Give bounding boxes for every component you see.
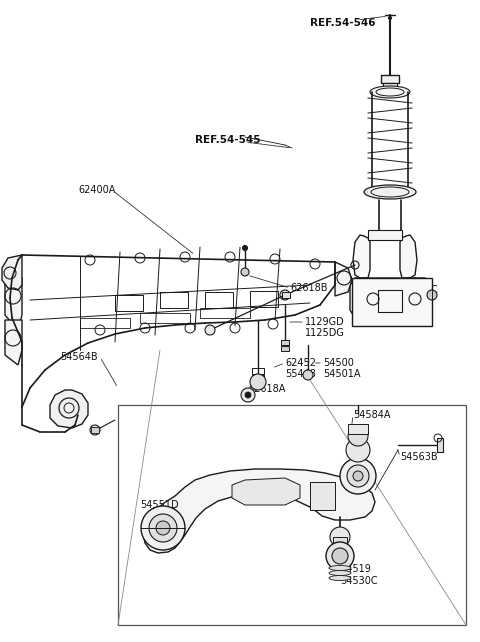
Polygon shape [5,278,22,330]
Bar [200,308,250,318]
Bar [333,537,347,543]
Circle shape [245,392,251,398]
Polygon shape [350,278,430,322]
Circle shape [346,438,370,462]
Ellipse shape [370,86,410,98]
Text: 54500: 54500 [323,358,354,368]
Circle shape [330,527,350,547]
Ellipse shape [364,185,416,199]
Circle shape [326,542,354,570]
Bar [252,375,264,381]
Polygon shape [143,469,375,553]
Bar [352,278,432,326]
Polygon shape [400,235,417,278]
Text: 62618A: 62618A [248,384,286,394]
Bar [437,438,443,452]
Text: REF.54-545: REF.54-545 [195,135,261,145]
Bar [282,292,290,298]
Bar [348,424,368,434]
Bar [310,482,335,510]
Circle shape [348,426,368,446]
Bar [115,295,143,311]
Circle shape [347,465,369,487]
Circle shape [427,290,437,300]
Polygon shape [335,262,352,296]
Bar [378,290,402,312]
Bar [91,427,99,433]
Text: 54559C: 54559C [400,285,438,295]
Circle shape [340,458,376,494]
Ellipse shape [329,571,351,575]
Bar [368,230,402,240]
Bar [250,291,278,307]
Circle shape [90,425,100,435]
Bar [281,346,289,351]
Circle shape [149,514,177,542]
Circle shape [250,374,266,390]
Polygon shape [2,255,22,290]
Circle shape [388,17,392,19]
Circle shape [242,245,248,250]
Polygon shape [353,235,370,278]
Bar [140,313,190,323]
Bar [80,318,130,328]
Bar [252,368,264,374]
Ellipse shape [329,566,351,571]
Text: 55448: 55448 [285,369,316,379]
Ellipse shape [329,575,351,580]
Circle shape [280,290,290,300]
Circle shape [353,471,363,481]
Text: 54519: 54519 [340,564,371,574]
Circle shape [303,370,313,380]
Text: REF.54-546: REF.54-546 [310,18,375,28]
Circle shape [156,521,170,535]
Circle shape [205,325,215,335]
Circle shape [141,506,185,550]
Text: 54584A: 54584A [353,410,391,420]
Text: 1125DG: 1125DG [305,328,345,338]
Bar [205,292,233,308]
Polygon shape [5,320,22,365]
Text: 54501A: 54501A [323,369,360,379]
Bar [160,292,188,308]
Bar [281,340,289,345]
Text: 54551D: 54551D [140,500,179,510]
Circle shape [332,548,348,564]
Bar [383,83,397,88]
Polygon shape [50,390,88,428]
Text: 62452: 62452 [285,358,316,368]
Text: 54563B: 54563B [400,452,438,462]
Text: 54530C: 54530C [340,576,378,586]
Text: 1129GD: 1129GD [305,317,345,327]
Text: 54564B: 54564B [60,352,97,362]
Polygon shape [232,478,300,505]
Circle shape [241,268,249,276]
Bar [381,75,399,83]
Bar [118,405,466,625]
Circle shape [241,388,255,402]
Text: 62618B: 62618B [290,283,327,293]
Text: 62400A: 62400A [78,185,115,195]
